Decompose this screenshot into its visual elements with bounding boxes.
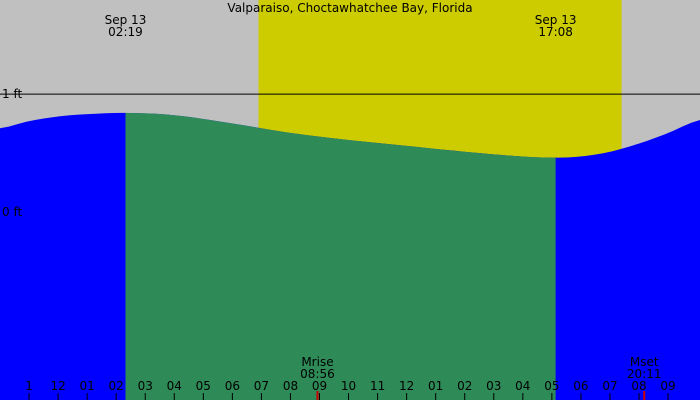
- moon-event-label: Mset: [630, 355, 659, 369]
- moon-event-time: 20:11: [627, 367, 662, 381]
- extremum-time-label: 17:08: [538, 25, 573, 39]
- x-tick-label: 09: [660, 379, 675, 393]
- x-tick-label: 12: [399, 379, 414, 393]
- x-tick-label: 02: [457, 379, 472, 393]
- y-tick-label: 0 ft: [2, 205, 22, 219]
- x-tick-label: 11: [370, 379, 385, 393]
- x-tick-label: 07: [254, 379, 269, 393]
- extremum-time-label: 02:19: [108, 25, 143, 39]
- x-tick-label: 12: [50, 379, 65, 393]
- extremum-date-label: Sep 13: [535, 13, 577, 27]
- x-tick-label: 01: [79, 379, 94, 393]
- x-tick-label: 06: [225, 379, 240, 393]
- x-tick-label: 04: [515, 379, 530, 393]
- extremum-date-label: Sep 13: [105, 13, 147, 27]
- x-tick-label: 09: [312, 379, 327, 393]
- x-tick-label: 03: [486, 379, 501, 393]
- chart-title: Valparaiso, Choctawhatchee Bay, Florida: [227, 1, 472, 15]
- x-tick-label: 03: [138, 379, 153, 393]
- x-tick-label: 1: [25, 379, 33, 393]
- x-tick-label: 04: [167, 379, 182, 393]
- x-tick-label: 01: [428, 379, 443, 393]
- x-tick-label: 02: [109, 379, 124, 393]
- y-tick-label: 1 ft: [2, 87, 22, 101]
- x-tick-label: 07: [602, 379, 617, 393]
- moon-event-time: 08:56: [300, 367, 335, 381]
- x-tick-label: 05: [544, 379, 559, 393]
- x-tick-label: 06: [573, 379, 588, 393]
- x-tick-label: 10: [341, 379, 356, 393]
- x-tick-label: 05: [196, 379, 211, 393]
- x-tick-label: 08: [283, 379, 298, 393]
- tide-area-highlight: [125, 112, 556, 400]
- x-tick-label: 08: [631, 379, 646, 393]
- moon-event-label: Mrise: [301, 355, 333, 369]
